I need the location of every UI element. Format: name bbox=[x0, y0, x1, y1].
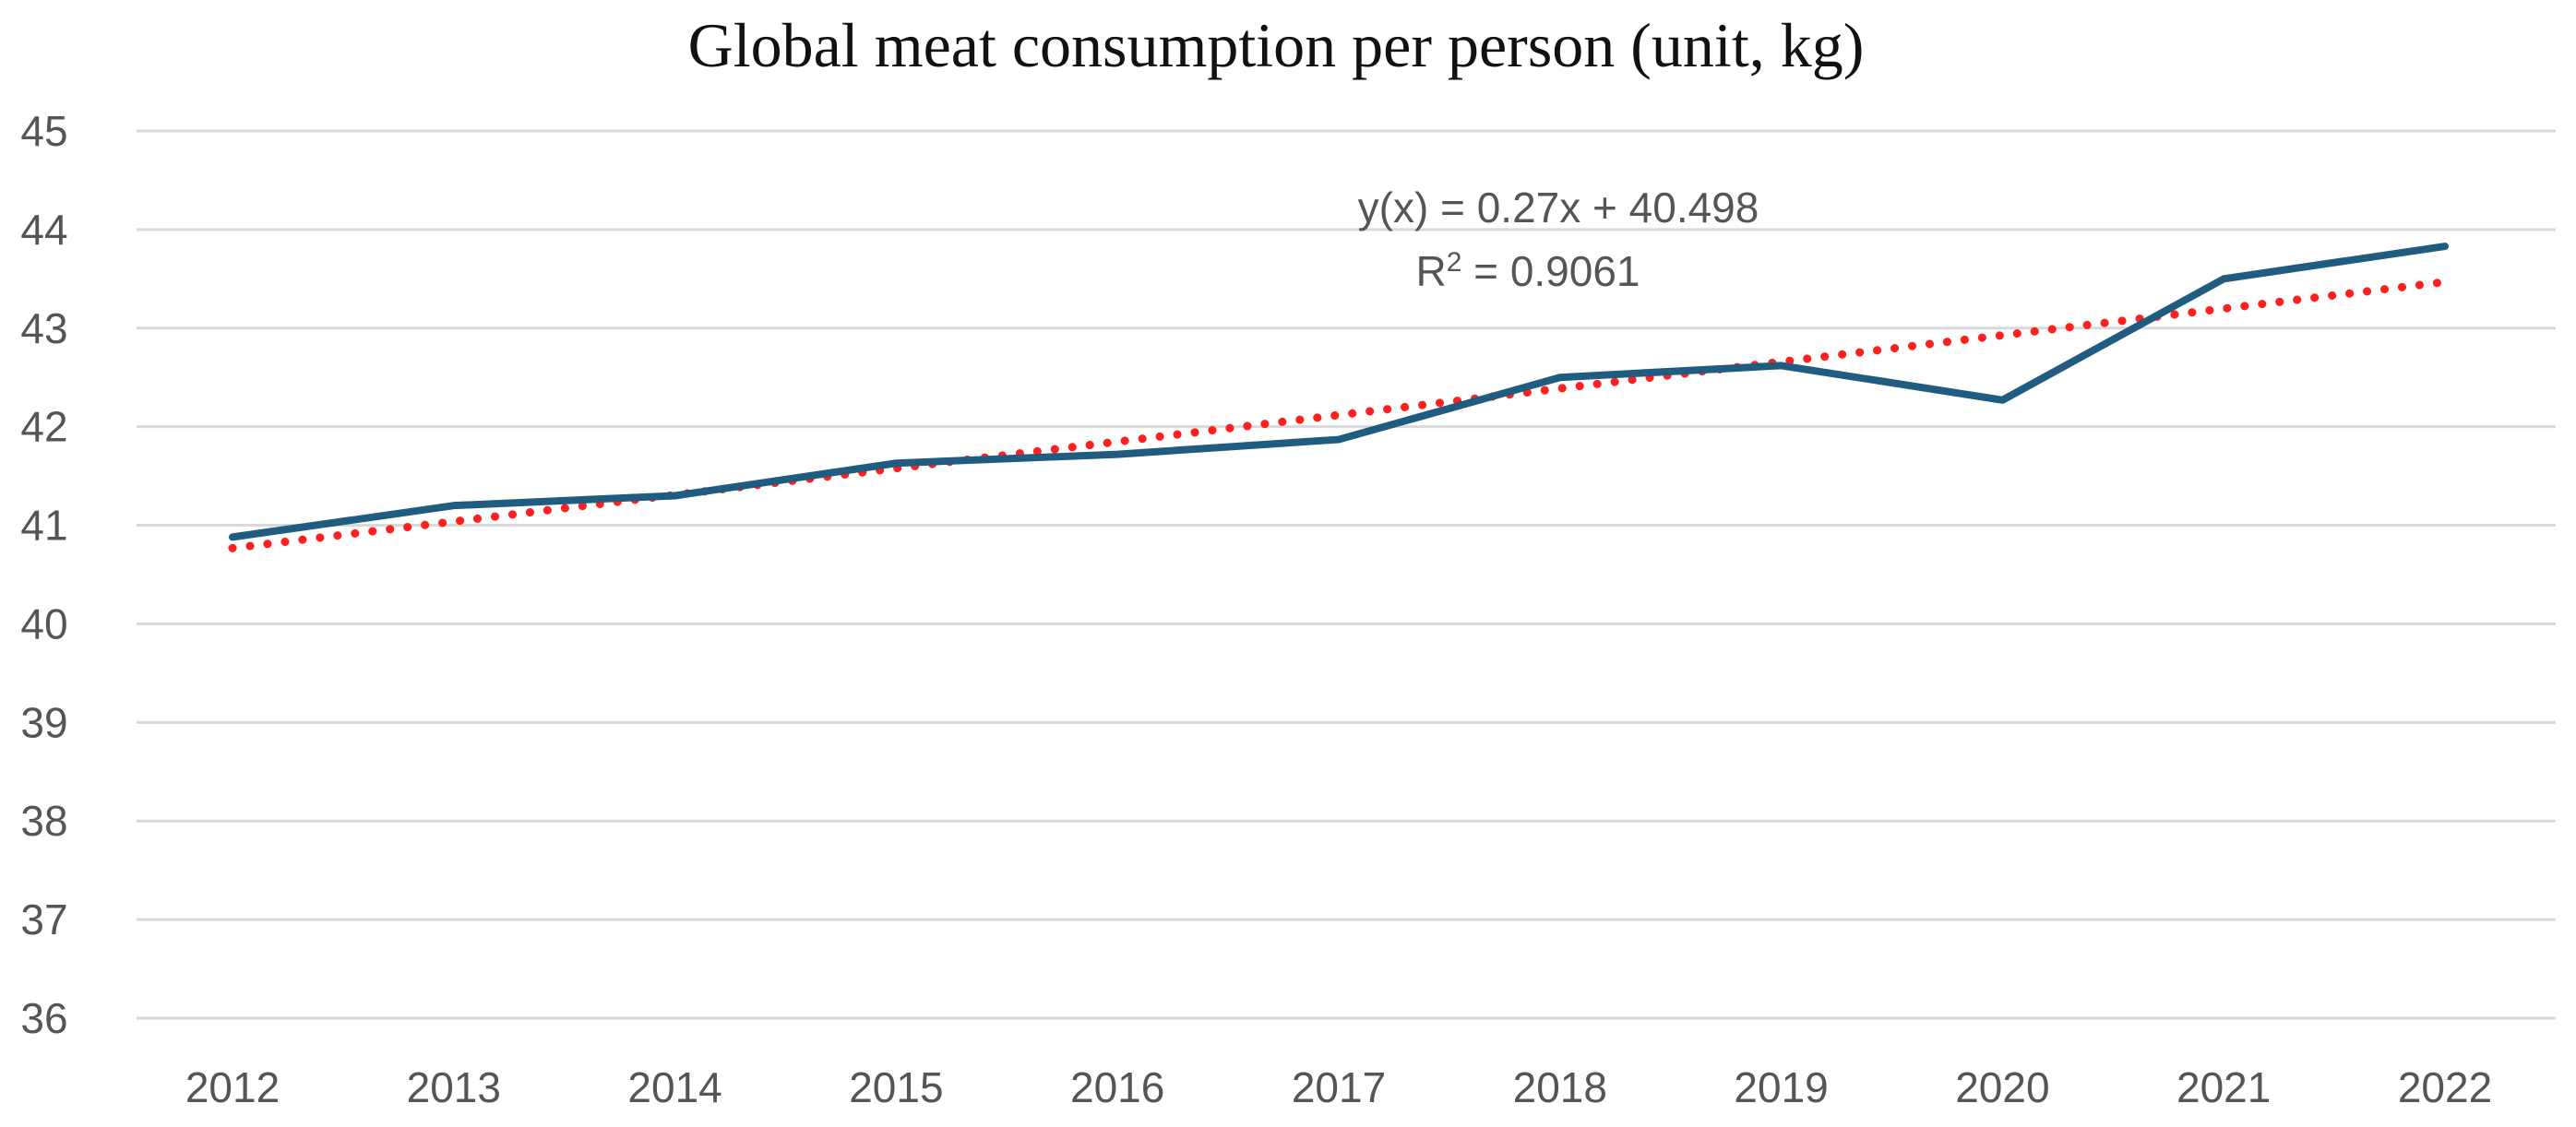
trendline-equation: y(x) = 0.27x + 40.498 R2 = 0.9061 bbox=[1358, 184, 1759, 295]
x-tick-label: 2017 bbox=[1292, 1063, 1386, 1111]
x-tick-label: 2016 bbox=[1070, 1063, 1164, 1111]
data-point bbox=[1781, 364, 1783, 366]
trendline-r-squared: R2 = 0.9061 bbox=[1415, 247, 1640, 296]
x-tick-label: 2020 bbox=[1955, 1063, 2049, 1111]
y-tick-label: 40 bbox=[20, 599, 67, 647]
y-tick-label: 36 bbox=[20, 994, 67, 1042]
y-tick-label: 42 bbox=[20, 403, 67, 451]
data-point bbox=[1559, 376, 1561, 378]
data-point bbox=[2001, 399, 2003, 401]
r-squared-superscript: 2 bbox=[1447, 247, 1462, 278]
x-tick-label: 2019 bbox=[1734, 1063, 1828, 1111]
data-point bbox=[2444, 245, 2446, 247]
x-tick-label: 2015 bbox=[849, 1063, 943, 1111]
x-axis-ticks: 2012 2013 2014 2015 2016 2017 2018 2019 2020 2021… bbox=[185, 1063, 2492, 1111]
x-tick-label: 2018 bbox=[1513, 1063, 1607, 1111]
y-tick-label: 43 bbox=[20, 304, 67, 352]
x-tick-label: 2012 bbox=[185, 1063, 280, 1111]
y-axis-ticks: 36 37 38 39 40 41 42 43 44 45 bbox=[20, 107, 67, 1042]
trendline bbox=[228, 278, 2450, 552]
data-point bbox=[674, 494, 676, 496]
series-line bbox=[229, 243, 2449, 541]
chart-title: Global meat consumption per person (unit… bbox=[688, 10, 1865, 80]
series-layer bbox=[229, 243, 2449, 541]
x-tick-label: 2013 bbox=[407, 1063, 501, 1111]
x-tick-label: 2014 bbox=[627, 1063, 722, 1111]
trendline-layer bbox=[228, 278, 2450, 552]
y-tick-label: 45 bbox=[20, 107, 67, 155]
grid-layer bbox=[137, 129, 2556, 1020]
y-tick-label: 37 bbox=[20, 896, 67, 943]
trendline-equation-text: y(x) = 0.27x + 40.498 bbox=[1358, 184, 1759, 231]
r-squared-prefix: R bbox=[1415, 247, 1446, 295]
r-squared-value: = 0.9061 bbox=[1461, 247, 1640, 295]
x-tick-label: 2022 bbox=[2398, 1063, 2492, 1111]
data-point bbox=[1116, 454, 1118, 456]
y-tick-label: 44 bbox=[20, 206, 67, 254]
x-tick-label: 2021 bbox=[2176, 1063, 2271, 1111]
data-point bbox=[895, 462, 897, 464]
data-point bbox=[1338, 439, 1340, 441]
y-tick-label: 41 bbox=[20, 502, 67, 550]
y-tick-label: 39 bbox=[20, 698, 67, 746]
y-tick-label: 38 bbox=[20, 797, 67, 845]
data-point bbox=[453, 504, 455, 506]
